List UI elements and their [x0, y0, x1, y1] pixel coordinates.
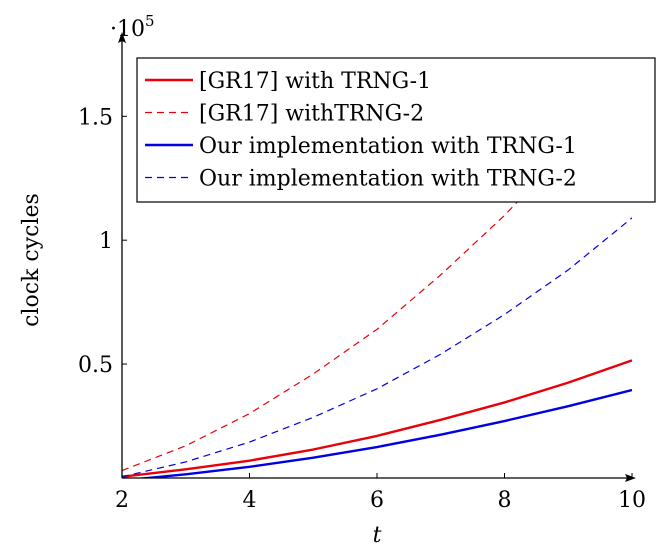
legend-entry-1: [GR17] with TRNG-1	[199, 69, 431, 94]
y-tick-label: 0.5	[78, 353, 113, 378]
legend-box	[136, 57, 656, 203]
x-tick-label: 6	[370, 488, 384, 513]
legend-entry-4: Our implementation with TRNG-2	[199, 167, 577, 192]
x-tick-label: 2	[115, 488, 129, 513]
y-tick-label: 1.5	[78, 105, 113, 130]
x-tick-label: 4	[243, 488, 257, 513]
x-axis-label: t	[373, 523, 382, 548]
legend-entry-2: [GR17] withTRNG-2	[199, 102, 424, 127]
y-axis-label: clock cycles	[19, 193, 44, 327]
series-line-4	[122, 217, 632, 478]
axes	[118, 32, 636, 482]
x-tick-label: 8	[498, 488, 512, 513]
y-axis-arrow	[118, 32, 126, 43]
ticks: 2 4 6 8 10 0.5 1 1.5	[78, 105, 646, 513]
y-scale-exponent: 5	[145, 12, 155, 30]
series-line-3	[135, 388, 632, 478]
series-line-1	[122, 359, 632, 478]
y-scale-base: ·10	[110, 17, 145, 42]
series-line-2	[122, 76, 632, 472]
y-scale-label: ·105	[110, 12, 155, 42]
series-layer	[122, 76, 632, 478]
y-tick-label: 1	[99, 229, 113, 254]
legend-entry-3: Our implementation with TRNG-1	[199, 134, 577, 159]
x-axis-arrow	[625, 474, 636, 482]
legend: [GR17] with TRNG-1 [GR17] withTRNG-2 Our i…	[136, 57, 656, 203]
x-tick-label: 10	[618, 488, 646, 513]
